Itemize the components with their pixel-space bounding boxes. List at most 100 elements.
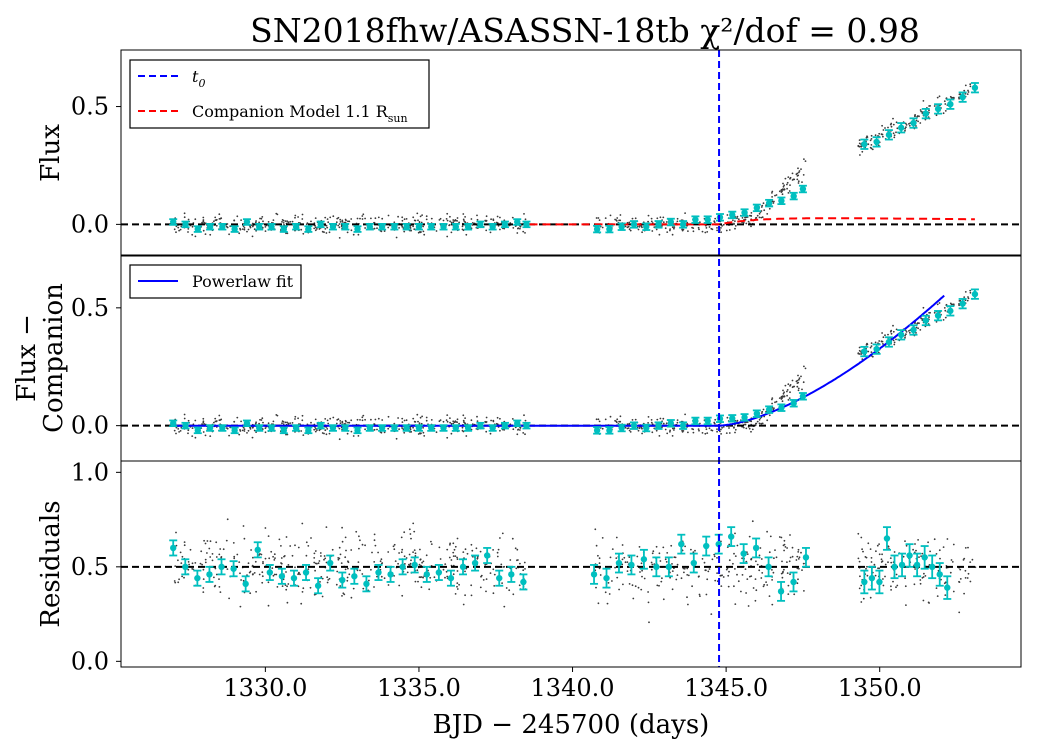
raw-data-point: [967, 297, 970, 300]
raw-data-point: [338, 438, 341, 441]
raw-data-point: [801, 388, 803, 391]
raw-data-point: [514, 547, 517, 550]
binned-data-point: [729, 415, 736, 422]
raw-data-point: [202, 229, 205, 232]
raw-data-point: [305, 541, 308, 544]
raw-data-point: [359, 419, 361, 421]
raw-data-point: [523, 213, 525, 215]
raw-data-point: [449, 543, 451, 546]
raw-data-point: [599, 574, 602, 576]
raw-data-point: [627, 427, 630, 429]
raw-data-point: [752, 587, 755, 589]
raw-data-point: [253, 572, 256, 574]
binned-data-point: [317, 422, 324, 429]
raw-data-point: [958, 611, 961, 614]
raw-data-point: [267, 221, 270, 223]
raw-data-point: [771, 603, 774, 606]
raw-data-point: [787, 192, 790, 194]
binned-data-point: [477, 422, 484, 429]
raw-data-point: [783, 539, 786, 542]
raw-data-point: [178, 229, 181, 232]
raw-data-point: [796, 382, 799, 384]
raw-data-point: [797, 182, 800, 184]
raw-data-point: [895, 586, 897, 589]
raw-data-point: [202, 578, 205, 580]
raw-data-point: [260, 217, 263, 220]
binned-data-point: [883, 535, 891, 542]
raw-data-point: [711, 558, 714, 561]
raw-data-point: [456, 220, 458, 222]
raw-data-point: [595, 544, 598, 547]
raw-data-point: [446, 212, 449, 215]
raw-data-point: [183, 216, 186, 219]
raw-data-point: [882, 578, 884, 580]
raw-data-point: [935, 114, 938, 117]
raw-data-point: [791, 172, 794, 175]
raw-data-point: [337, 557, 340, 559]
raw-data-point: [493, 585, 496, 587]
raw-data-point: [462, 229, 465, 232]
raw-data-point: [341, 526, 343, 529]
raw-data-point: [655, 228, 658, 231]
binned-data-point: [459, 563, 467, 571]
raw-data-point: [609, 415, 612, 418]
raw-data-point: [350, 549, 353, 551]
raw-data-point: [428, 588, 431, 591]
raw-data-point: [280, 562, 283, 565]
binned-data-point: [898, 561, 906, 569]
raw-data-point: [598, 219, 601, 222]
raw-data-point: [348, 220, 351, 223]
raw-data-point: [418, 221, 421, 223]
flux-panel-frame: [120, 49, 1022, 256]
raw-data-point: [519, 227, 521, 230]
raw-data-point: [246, 432, 248, 434]
raw-data-point: [211, 553, 214, 555]
raw-data-point: [183, 541, 186, 543]
raw-data-point: [780, 191, 783, 194]
raw-data-point: [634, 217, 637, 220]
raw-data-point: [952, 590, 955, 593]
raw-data-point: [314, 430, 317, 433]
raw-data-point: [194, 419, 197, 422]
raw-data-point: [750, 430, 752, 433]
raw-data-point: [893, 341, 896, 344]
binned-data-point: [690, 559, 697, 567]
binned-data-point: [630, 221, 638, 228]
raw-data-point: [213, 220, 215, 223]
raw-data-point: [623, 556, 626, 559]
raw-data-point: [919, 122, 922, 124]
binned-data-point: [790, 578, 797, 586]
raw-data-point: [966, 577, 969, 579]
raw-data-point: [321, 595, 324, 598]
raw-data-point: [713, 555, 716, 558]
raw-data-point: [356, 217, 359, 220]
residuals-y-axis-label: Residuals: [36, 500, 66, 627]
raw-data-point: [294, 214, 297, 217]
raw-data-point: [462, 218, 465, 221]
raw-data-point: [921, 111, 924, 113]
raw-data-point: [255, 220, 257, 222]
raw-data-point: [476, 218, 479, 221]
raw-data-point: [674, 556, 677, 559]
raw-data-point: [222, 548, 225, 551]
raw-data-point: [878, 340, 881, 342]
raw-data-point: [499, 537, 501, 539]
raw-data-point: [857, 144, 860, 147]
raw-data-point: [687, 603, 689, 606]
raw-data-point: [377, 216, 380, 219]
raw-data-point: [914, 114, 916, 116]
raw-data-point: [524, 218, 527, 221]
raw-data-point: [239, 605, 242, 608]
raw-data-point: [519, 427, 522, 429]
raw-data-point: [425, 554, 428, 557]
raw-data-point: [604, 591, 607, 594]
raw-data-point: [918, 556, 920, 558]
raw-data-point: [420, 576, 423, 578]
residuals-y-tick-0.5: 0.5: [71, 553, 109, 581]
raw-data-point: [470, 594, 473, 597]
raw-data-point: [701, 558, 704, 560]
binned-data-point: [640, 556, 648, 563]
binned-data-point: [231, 427, 238, 434]
raw-data-point: [519, 562, 521, 565]
raw-data-point: [253, 429, 256, 432]
